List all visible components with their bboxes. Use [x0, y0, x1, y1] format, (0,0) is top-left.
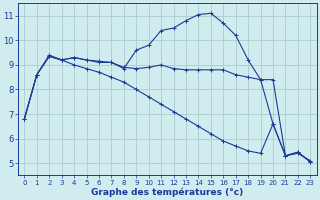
X-axis label: Graphe des températures (°c): Graphe des températures (°c) — [91, 187, 244, 197]
